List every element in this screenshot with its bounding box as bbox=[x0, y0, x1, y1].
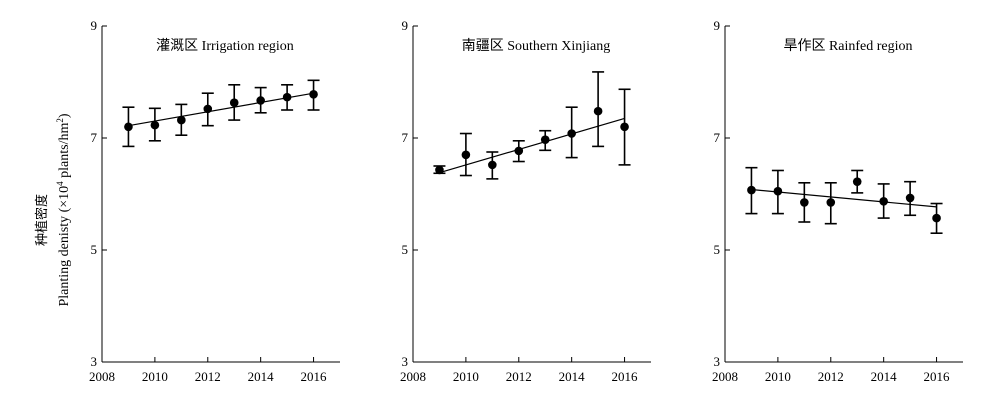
trend-line bbox=[751, 188, 937, 208]
y-tick-label: 5 bbox=[402, 242, 409, 257]
x-tick-label: 2014 bbox=[871, 369, 898, 384]
panel-title: 旱作区 Rainfed region bbox=[783, 38, 912, 54]
y-tick-label: 9 bbox=[91, 18, 98, 33]
data-point bbox=[488, 160, 497, 170]
trend-line bbox=[128, 92, 314, 127]
data-point bbox=[773, 186, 783, 196]
x-tick-label: 2010 bbox=[453, 369, 479, 384]
data-point bbox=[309, 90, 318, 99]
y-tick-label: 9 bbox=[714, 18, 721, 33]
x-tick-label: 2008 bbox=[712, 369, 738, 384]
data-point bbox=[435, 165, 444, 175]
data-point bbox=[256, 96, 265, 105]
data-point bbox=[852, 177, 862, 186]
data-point bbox=[905, 193, 915, 203]
y-axis-label-cn: 种植密度 bbox=[34, 194, 50, 246]
data-point bbox=[229, 98, 239, 108]
data-point bbox=[124, 122, 133, 132]
data-point bbox=[593, 106, 603, 116]
panel-title: 灌溉区 Irrigation region bbox=[156, 38, 294, 54]
y-tick-label: 3 bbox=[402, 354, 409, 369]
y-tick-label: 3 bbox=[714, 354, 721, 369]
data-point bbox=[461, 150, 471, 160]
x-tick-label: 2012 bbox=[506, 369, 532, 384]
y-tick-label: 7 bbox=[714, 130, 721, 145]
y-tick-label: 7 bbox=[91, 130, 98, 145]
data-point bbox=[282, 92, 292, 102]
x-tick-label: 2010 bbox=[765, 369, 791, 384]
x-tick-label: 2016 bbox=[301, 369, 328, 384]
y-tick-label: 5 bbox=[714, 242, 721, 257]
trend-line bbox=[439, 117, 625, 174]
data-point bbox=[567, 129, 576, 138]
data-point bbox=[800, 198, 809, 207]
y-tick-label: 3 bbox=[91, 354, 98, 369]
x-tick-label: 2014 bbox=[248, 369, 275, 384]
y-axis-label: Planting denisty (×104 plants/hm2) bbox=[55, 113, 72, 306]
data-point bbox=[620, 122, 629, 132]
data-point bbox=[177, 115, 186, 125]
data-point bbox=[932, 213, 941, 223]
data-point bbox=[540, 135, 550, 144]
panel-title: 南疆区 Southern Xinjiang bbox=[462, 38, 611, 54]
x-tick-label: 2008 bbox=[89, 369, 115, 384]
data-point bbox=[879, 196, 888, 206]
data-point bbox=[514, 146, 524, 156]
y-tick-label: 5 bbox=[91, 242, 98, 257]
data-point bbox=[150, 120, 160, 130]
x-tick-label: 2016 bbox=[924, 369, 951, 384]
x-tick-label: 2014 bbox=[559, 369, 586, 384]
x-tick-label: 2012 bbox=[818, 369, 844, 384]
panel-2: 3 5 7 9 2008 2010 2012 2014 2016 南疆区 Southern Xin… bbox=[400, 18, 651, 384]
data-point bbox=[747, 185, 756, 195]
x-tick-label: 2010 bbox=[142, 369, 168, 384]
panel-1: 3 5 7 9 2008 2010 2012 2014 2016 灌溉区 Irrigation r… bbox=[89, 18, 340, 384]
panel-3: 3 5 7 9 2008 2010 2012 2014 2016 旱作区 Rainfed regi… bbox=[712, 18, 963, 384]
y-tick-label: 7 bbox=[402, 130, 409, 145]
x-tick-label: 2016 bbox=[612, 369, 639, 384]
x-tick-label: 2012 bbox=[195, 369, 221, 384]
y-tick-label: 9 bbox=[402, 18, 409, 33]
x-tick-label: 2008 bbox=[400, 369, 426, 384]
data-point bbox=[203, 104, 213, 114]
data-point bbox=[826, 198, 836, 207]
